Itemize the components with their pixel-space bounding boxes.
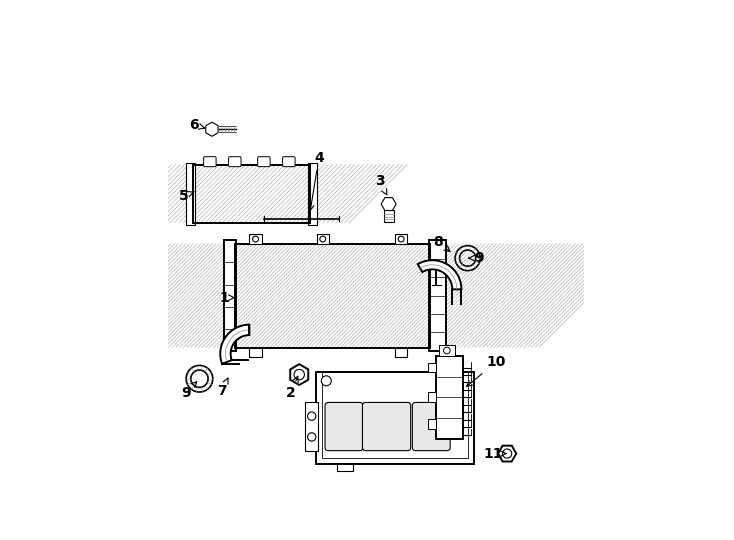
FancyBboxPatch shape <box>395 348 407 357</box>
Text: 6: 6 <box>189 118 205 132</box>
Text: 1: 1 <box>219 291 235 305</box>
FancyBboxPatch shape <box>413 402 450 451</box>
FancyBboxPatch shape <box>203 157 216 167</box>
Bar <box>428 393 437 402</box>
Polygon shape <box>498 446 516 462</box>
Text: 2: 2 <box>286 376 298 400</box>
Circle shape <box>252 236 258 242</box>
Text: 3: 3 <box>374 174 387 195</box>
Bar <box>428 363 437 373</box>
Polygon shape <box>381 198 396 211</box>
FancyBboxPatch shape <box>316 234 329 244</box>
Bar <box>322 373 468 458</box>
FancyBboxPatch shape <box>395 234 407 244</box>
FancyBboxPatch shape <box>258 157 270 167</box>
Circle shape <box>399 236 404 242</box>
FancyBboxPatch shape <box>250 348 262 357</box>
Polygon shape <box>418 260 462 289</box>
Bar <box>193 165 310 223</box>
Circle shape <box>308 412 316 420</box>
Circle shape <box>321 376 331 386</box>
Text: 4: 4 <box>308 151 324 211</box>
Bar <box>438 346 455 356</box>
FancyBboxPatch shape <box>305 402 318 451</box>
FancyBboxPatch shape <box>228 157 241 167</box>
Text: 7: 7 <box>217 378 228 398</box>
Bar <box>316 373 474 464</box>
FancyBboxPatch shape <box>363 402 411 451</box>
Polygon shape <box>290 364 308 385</box>
Circle shape <box>503 449 512 458</box>
FancyBboxPatch shape <box>325 402 363 451</box>
Circle shape <box>294 369 305 380</box>
Text: 11: 11 <box>484 447 506 461</box>
Bar <box>186 163 195 225</box>
Bar <box>235 244 430 348</box>
Polygon shape <box>206 122 218 136</box>
FancyBboxPatch shape <box>283 157 295 167</box>
Text: 8: 8 <box>433 234 450 252</box>
FancyBboxPatch shape <box>225 240 236 351</box>
FancyBboxPatch shape <box>429 240 446 351</box>
FancyBboxPatch shape <box>250 234 262 244</box>
Text: 10: 10 <box>467 355 506 387</box>
Circle shape <box>320 236 326 242</box>
Bar <box>428 420 437 429</box>
Bar <box>384 210 393 222</box>
Text: 9: 9 <box>181 382 197 400</box>
Text: 5: 5 <box>179 189 195 203</box>
Polygon shape <box>220 325 250 364</box>
Bar <box>308 163 317 225</box>
Circle shape <box>443 347 450 354</box>
Bar <box>437 356 463 439</box>
Text: 9: 9 <box>468 251 484 265</box>
Circle shape <box>308 433 316 441</box>
